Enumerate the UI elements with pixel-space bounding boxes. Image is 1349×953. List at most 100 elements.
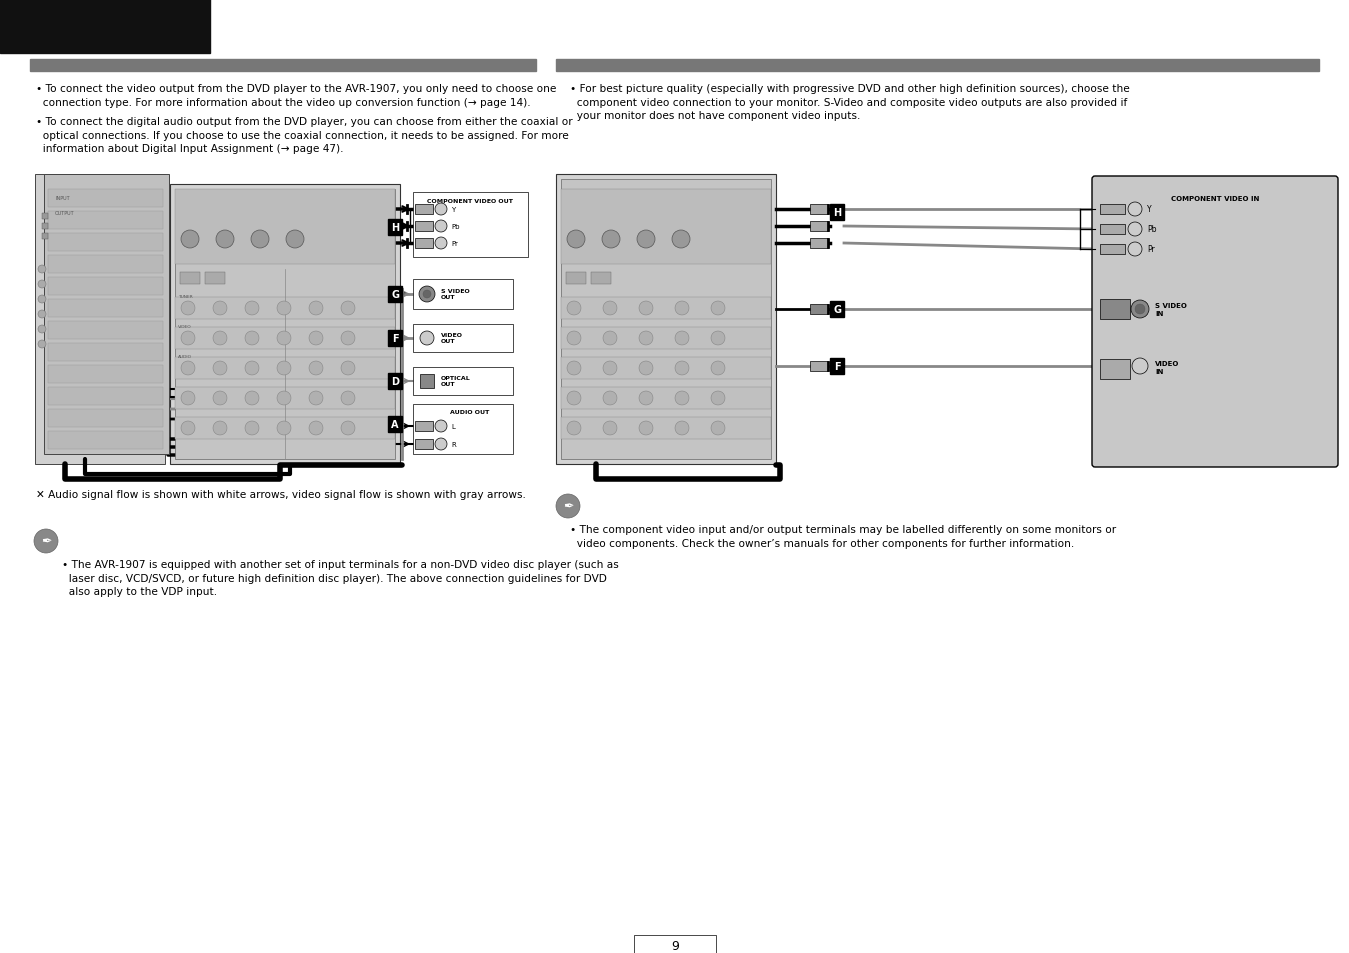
Bar (49, 233, 163, 252)
Bar (809, 222, 828, 232)
Bar (809, 205, 828, 214)
Circle shape (341, 302, 355, 315)
Bar (205, 273, 225, 285)
Bar (634, 935, 716, 953)
Text: L: L (451, 423, 455, 430)
Circle shape (603, 421, 616, 436)
Bar (389, 331, 402, 347)
Circle shape (1135, 305, 1145, 314)
Text: G: G (391, 290, 399, 299)
Bar (556, 60, 1319, 71)
Circle shape (213, 361, 227, 375)
Circle shape (38, 311, 46, 318)
Bar (830, 358, 844, 375)
Bar (561, 297, 772, 319)
Circle shape (286, 231, 304, 249)
Bar (420, 375, 434, 389)
Bar (42, 233, 49, 240)
Circle shape (424, 291, 430, 298)
Text: R: R (451, 441, 456, 448)
Text: D: D (391, 376, 399, 387)
Circle shape (309, 421, 322, 436)
Circle shape (1128, 243, 1143, 256)
Bar (175, 190, 395, 459)
Bar (561, 180, 772, 459)
Bar (389, 374, 402, 390)
Circle shape (637, 231, 656, 249)
Text: OPTICAL
OUT: OPTICAL OUT (441, 375, 471, 387)
Text: 9: 9 (670, 940, 679, 952)
Circle shape (251, 231, 268, 249)
Circle shape (309, 332, 322, 346)
Bar (413, 368, 513, 395)
Circle shape (213, 302, 227, 315)
Text: VIDEO
OUT: VIDEO OUT (441, 333, 463, 344)
Text: VIDEO: VIDEO (178, 325, 192, 329)
Circle shape (434, 420, 447, 433)
Circle shape (341, 332, 355, 346)
Text: ✕ Audio signal flow is shown with white arrows, video signal flow is shown with : ✕ Audio signal flow is shown with white … (36, 490, 526, 499)
Circle shape (434, 221, 447, 233)
Circle shape (639, 361, 653, 375)
Circle shape (309, 361, 322, 375)
Bar (49, 255, 163, 274)
Circle shape (434, 237, 447, 250)
Text: A: A (391, 419, 399, 430)
Bar (30, 60, 536, 71)
Bar (415, 439, 433, 450)
Bar (49, 388, 163, 406)
Circle shape (567, 332, 581, 346)
Circle shape (38, 340, 46, 349)
Bar (49, 190, 163, 208)
Circle shape (603, 332, 616, 346)
Circle shape (674, 421, 689, 436)
Bar (175, 190, 395, 265)
Bar (49, 277, 163, 295)
Circle shape (341, 421, 355, 436)
Circle shape (434, 204, 447, 215)
Circle shape (213, 421, 227, 436)
Circle shape (1132, 358, 1148, 375)
Bar (35, 174, 165, 464)
Bar (42, 213, 49, 220)
Circle shape (711, 302, 724, 315)
Bar (49, 344, 163, 361)
Circle shape (181, 231, 200, 249)
Text: • The AVR-1907 is equipped with another set of input terminals for a non-DVD vid: • The AVR-1907 is equipped with another … (62, 559, 619, 597)
Text: S VIDEO
OUT: S VIDEO OUT (441, 289, 469, 300)
Bar (415, 222, 433, 232)
Bar (389, 416, 402, 433)
Bar (179, 273, 200, 285)
Circle shape (567, 361, 581, 375)
Bar (49, 366, 163, 384)
Text: G: G (832, 305, 840, 314)
Circle shape (181, 421, 196, 436)
Bar (809, 361, 828, 372)
Bar (809, 305, 828, 314)
Text: • For best picture quality (especially with progressive DVD and other high defin: • For best picture quality (especially w… (571, 84, 1129, 121)
Text: OUTPUT: OUTPUT (55, 211, 74, 215)
Bar (175, 297, 395, 319)
Bar (49, 410, 163, 428)
Circle shape (603, 392, 616, 406)
Text: • To connect the video output from the DVD player to the AVR-1907, you only need: • To connect the video output from the D… (36, 84, 556, 108)
Circle shape (672, 231, 689, 249)
Circle shape (246, 421, 259, 436)
Circle shape (181, 392, 196, 406)
Bar (830, 205, 844, 221)
Text: Y: Y (451, 207, 455, 213)
Circle shape (213, 392, 227, 406)
Bar (561, 417, 772, 439)
Text: • The component video input and/or output terminals may be labelled differently : • The component video input and/or outpu… (571, 524, 1116, 548)
Bar (175, 388, 395, 410)
Bar (175, 417, 395, 439)
Bar (415, 205, 433, 214)
Bar (49, 322, 163, 339)
Circle shape (567, 421, 581, 436)
Bar (0, 0, 210, 54)
Bar (389, 220, 402, 235)
Bar (1099, 225, 1125, 234)
Circle shape (277, 302, 291, 315)
Circle shape (216, 231, 233, 249)
Circle shape (639, 302, 653, 315)
